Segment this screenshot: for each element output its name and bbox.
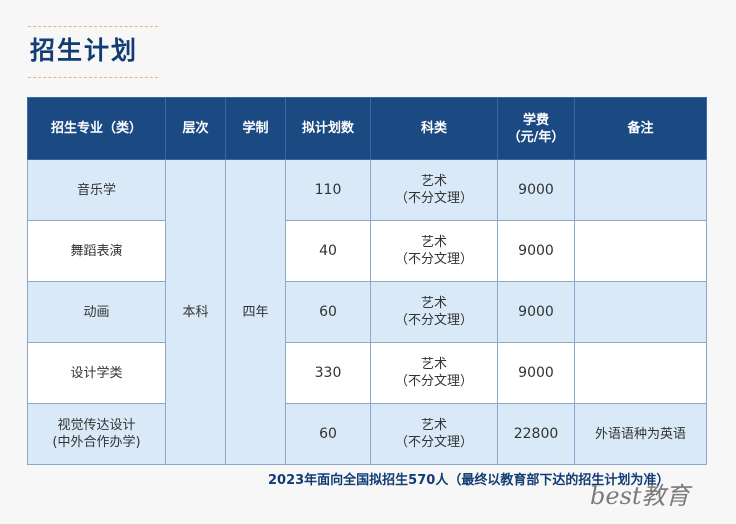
enrollment-plan-table: 招生专业（类） 层次 学制 拟计划数 科类 学费 （元/年） 备注 音乐学 本科… xyxy=(27,97,707,465)
table-row: 动画 60 艺术 （不分文理） 9000 xyxy=(27,281,707,343)
cell-category: 艺术 （不分文理） xyxy=(370,281,498,343)
cell-plan: 60 xyxy=(285,403,371,465)
title-rule-bottom xyxy=(28,77,158,78)
header-major: 招生专业（类） xyxy=(27,97,166,160)
cell-category: 艺术 （不分文理） xyxy=(370,220,498,282)
cell-fee: 9000 xyxy=(497,281,575,343)
cell-plan: 40 xyxy=(285,220,371,282)
cell-fee: 22800 xyxy=(497,403,575,465)
cell-fee: 9000 xyxy=(497,220,575,282)
cell-major: 舞蹈表演 xyxy=(27,220,166,282)
cell-note: 外语语种为英语 xyxy=(574,403,707,465)
header-tuition: 学费 （元/年） xyxy=(497,97,575,160)
table-header-row: 招生专业（类） 层次 学制 拟计划数 科类 学费 （元/年） 备注 xyxy=(27,97,707,160)
cell-note xyxy=(574,281,707,343)
cell-note xyxy=(574,342,707,404)
cell-fee: 9000 xyxy=(497,159,575,221)
header-plan-count: 拟计划数 xyxy=(285,97,371,160)
table-row: 音乐学 本科 四年 110 艺术 （不分文理） 9000 xyxy=(27,159,707,465)
cell-note xyxy=(574,159,707,221)
cell-note xyxy=(574,220,707,282)
cell-major: 音乐学 xyxy=(27,159,166,221)
cell-category: 艺术 （不分文理） xyxy=(370,403,498,465)
header-note: 备注 xyxy=(574,97,707,160)
header-level: 层次 xyxy=(165,97,226,160)
table-row: 视觉传达设计 (中外合作办学) 60 艺术 （不分文理） 22800 外语语种为… xyxy=(27,403,707,465)
cell-plan: 110 xyxy=(285,159,371,221)
cell-major: 设计学类 xyxy=(27,342,166,404)
header-category: 科类 xyxy=(370,97,498,160)
title-rule-top xyxy=(28,26,158,27)
cell-duration: 四年 xyxy=(225,159,286,465)
cell-category: 艺术 （不分文理） xyxy=(370,159,498,221)
table-row: 设计学类 330 艺术 （不分文理） 9000 xyxy=(27,342,707,404)
table-row: 舞蹈表演 40 艺术 （不分文理） 9000 xyxy=(27,220,707,282)
cell-plan: 330 xyxy=(285,342,371,404)
footnote: 2023年面向全国拟招生570人（最终以教育部下达的招生计划为准） xyxy=(268,473,670,488)
header-duration: 学制 xyxy=(225,97,286,160)
cell-fee: 9000 xyxy=(497,342,575,404)
cell-category: 艺术 （不分文理） xyxy=(370,342,498,404)
cell-plan: 60 xyxy=(285,281,371,343)
page-title: 招生计划 xyxy=(30,36,139,65)
title-block: 招生计划 xyxy=(28,26,158,78)
cell-major: 视觉传达设计 (中外合作办学) xyxy=(27,403,166,465)
watermark: best教育 xyxy=(590,482,690,510)
cell-level: 本科 xyxy=(165,159,226,465)
cell-major: 动画 xyxy=(27,281,166,343)
